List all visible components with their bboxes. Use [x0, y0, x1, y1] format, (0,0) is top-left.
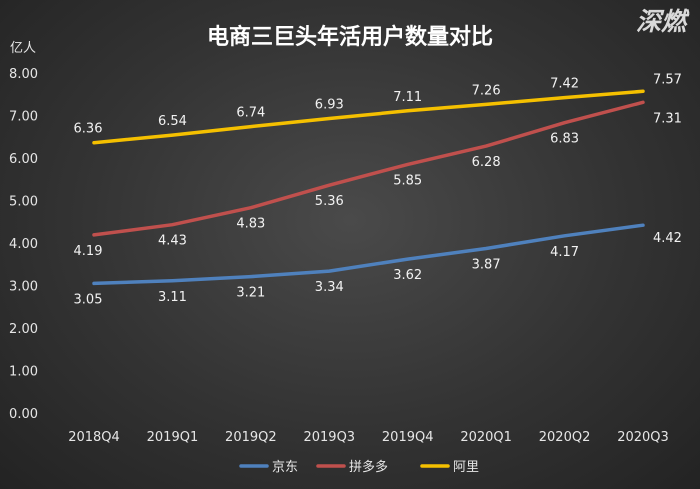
- y-tick-label: 7.00: [9, 110, 38, 125]
- data-label: 4.17: [550, 245, 579, 260]
- x-tick-label: 2019Q1: [147, 430, 199, 445]
- data-label: 4.42: [653, 231, 682, 246]
- y-tick-label: 2.00: [9, 322, 38, 337]
- data-label: 6.93: [315, 97, 344, 112]
- x-tick-label: 2020Q3: [617, 430, 669, 445]
- y-tick-label: 8.00: [9, 67, 38, 82]
- data-label: 4.83: [236, 217, 265, 232]
- data-label: 4.19: [74, 244, 103, 259]
- series-lines: [92, 89, 645, 286]
- x-tick-label: 2020Q1: [460, 430, 512, 445]
- data-label: 3.34: [315, 280, 344, 295]
- data-label: 6.74: [236, 106, 265, 121]
- data-label: 6.36: [74, 122, 103, 137]
- x-tick-label: 2019Q2: [225, 430, 277, 445]
- y-axis-unit: 亿人: [10, 41, 36, 56]
- legend-label: 京东: [272, 460, 298, 475]
- data-label: 7.57: [653, 72, 682, 87]
- data-label: 3.21: [236, 286, 265, 301]
- legend-label: 阿里: [453, 460, 479, 475]
- data-label: 5.36: [315, 194, 344, 209]
- y-tick-label: 1.00: [9, 365, 38, 380]
- data-label: 7.26: [472, 83, 501, 98]
- data-label: 4.43: [158, 234, 187, 249]
- y-tick-label: 5.00: [9, 195, 38, 210]
- data-label: 7.11: [393, 90, 422, 105]
- series-line-2: [92, 100, 645, 237]
- data-label: 3.05: [74, 292, 103, 307]
- y-tick-label: 3.00: [9, 280, 38, 295]
- x-axis: 2018Q4 2019Q1 2019Q2 2019Q3 2019Q4 2020Q1 2020…: [68, 430, 669, 445]
- legend: 京东 拼多多 阿里: [239, 459, 479, 475]
- data-label: 6.83: [550, 132, 579, 147]
- watermark-logo: 深燃: [636, 7, 690, 36]
- data-labels: 3.05 3.11 3.21 3.34 3.62 3.87 4.17 4.42 4.19 4.43…: [74, 72, 682, 307]
- y-axis: 0.00 1.00 2.00 3.00 4.00 5.00 6.00 7.00 8.00: [9, 67, 38, 422]
- legend-label: 拼多多: [349, 459, 388, 475]
- data-label: 3.62: [393, 268, 422, 283]
- x-tick-label: 2019Q3: [303, 430, 355, 445]
- y-tick-label: 6.00: [9, 152, 38, 167]
- data-label: 6.28: [472, 155, 501, 170]
- x-tick-label: 2019Q4: [382, 430, 434, 445]
- data-label: 6.54: [158, 114, 187, 129]
- x-tick-label: 2020Q2: [539, 430, 591, 445]
- y-tick-label: 4.00: [9, 237, 38, 252]
- chart-title: 电商三巨头年活用户数量对比: [207, 24, 493, 50]
- y-tick-label: 0.00: [9, 407, 38, 422]
- x-tick-label: 2018Q4: [68, 430, 120, 445]
- data-label: 3.87: [472, 258, 501, 273]
- series-line-3: [92, 89, 645, 145]
- data-label: 7.42: [550, 77, 579, 92]
- data-label: 3.11: [158, 290, 187, 305]
- series-line-1: [92, 223, 645, 286]
- data-label: 7.31: [653, 111, 682, 126]
- data-label: 5.85: [393, 173, 422, 188]
